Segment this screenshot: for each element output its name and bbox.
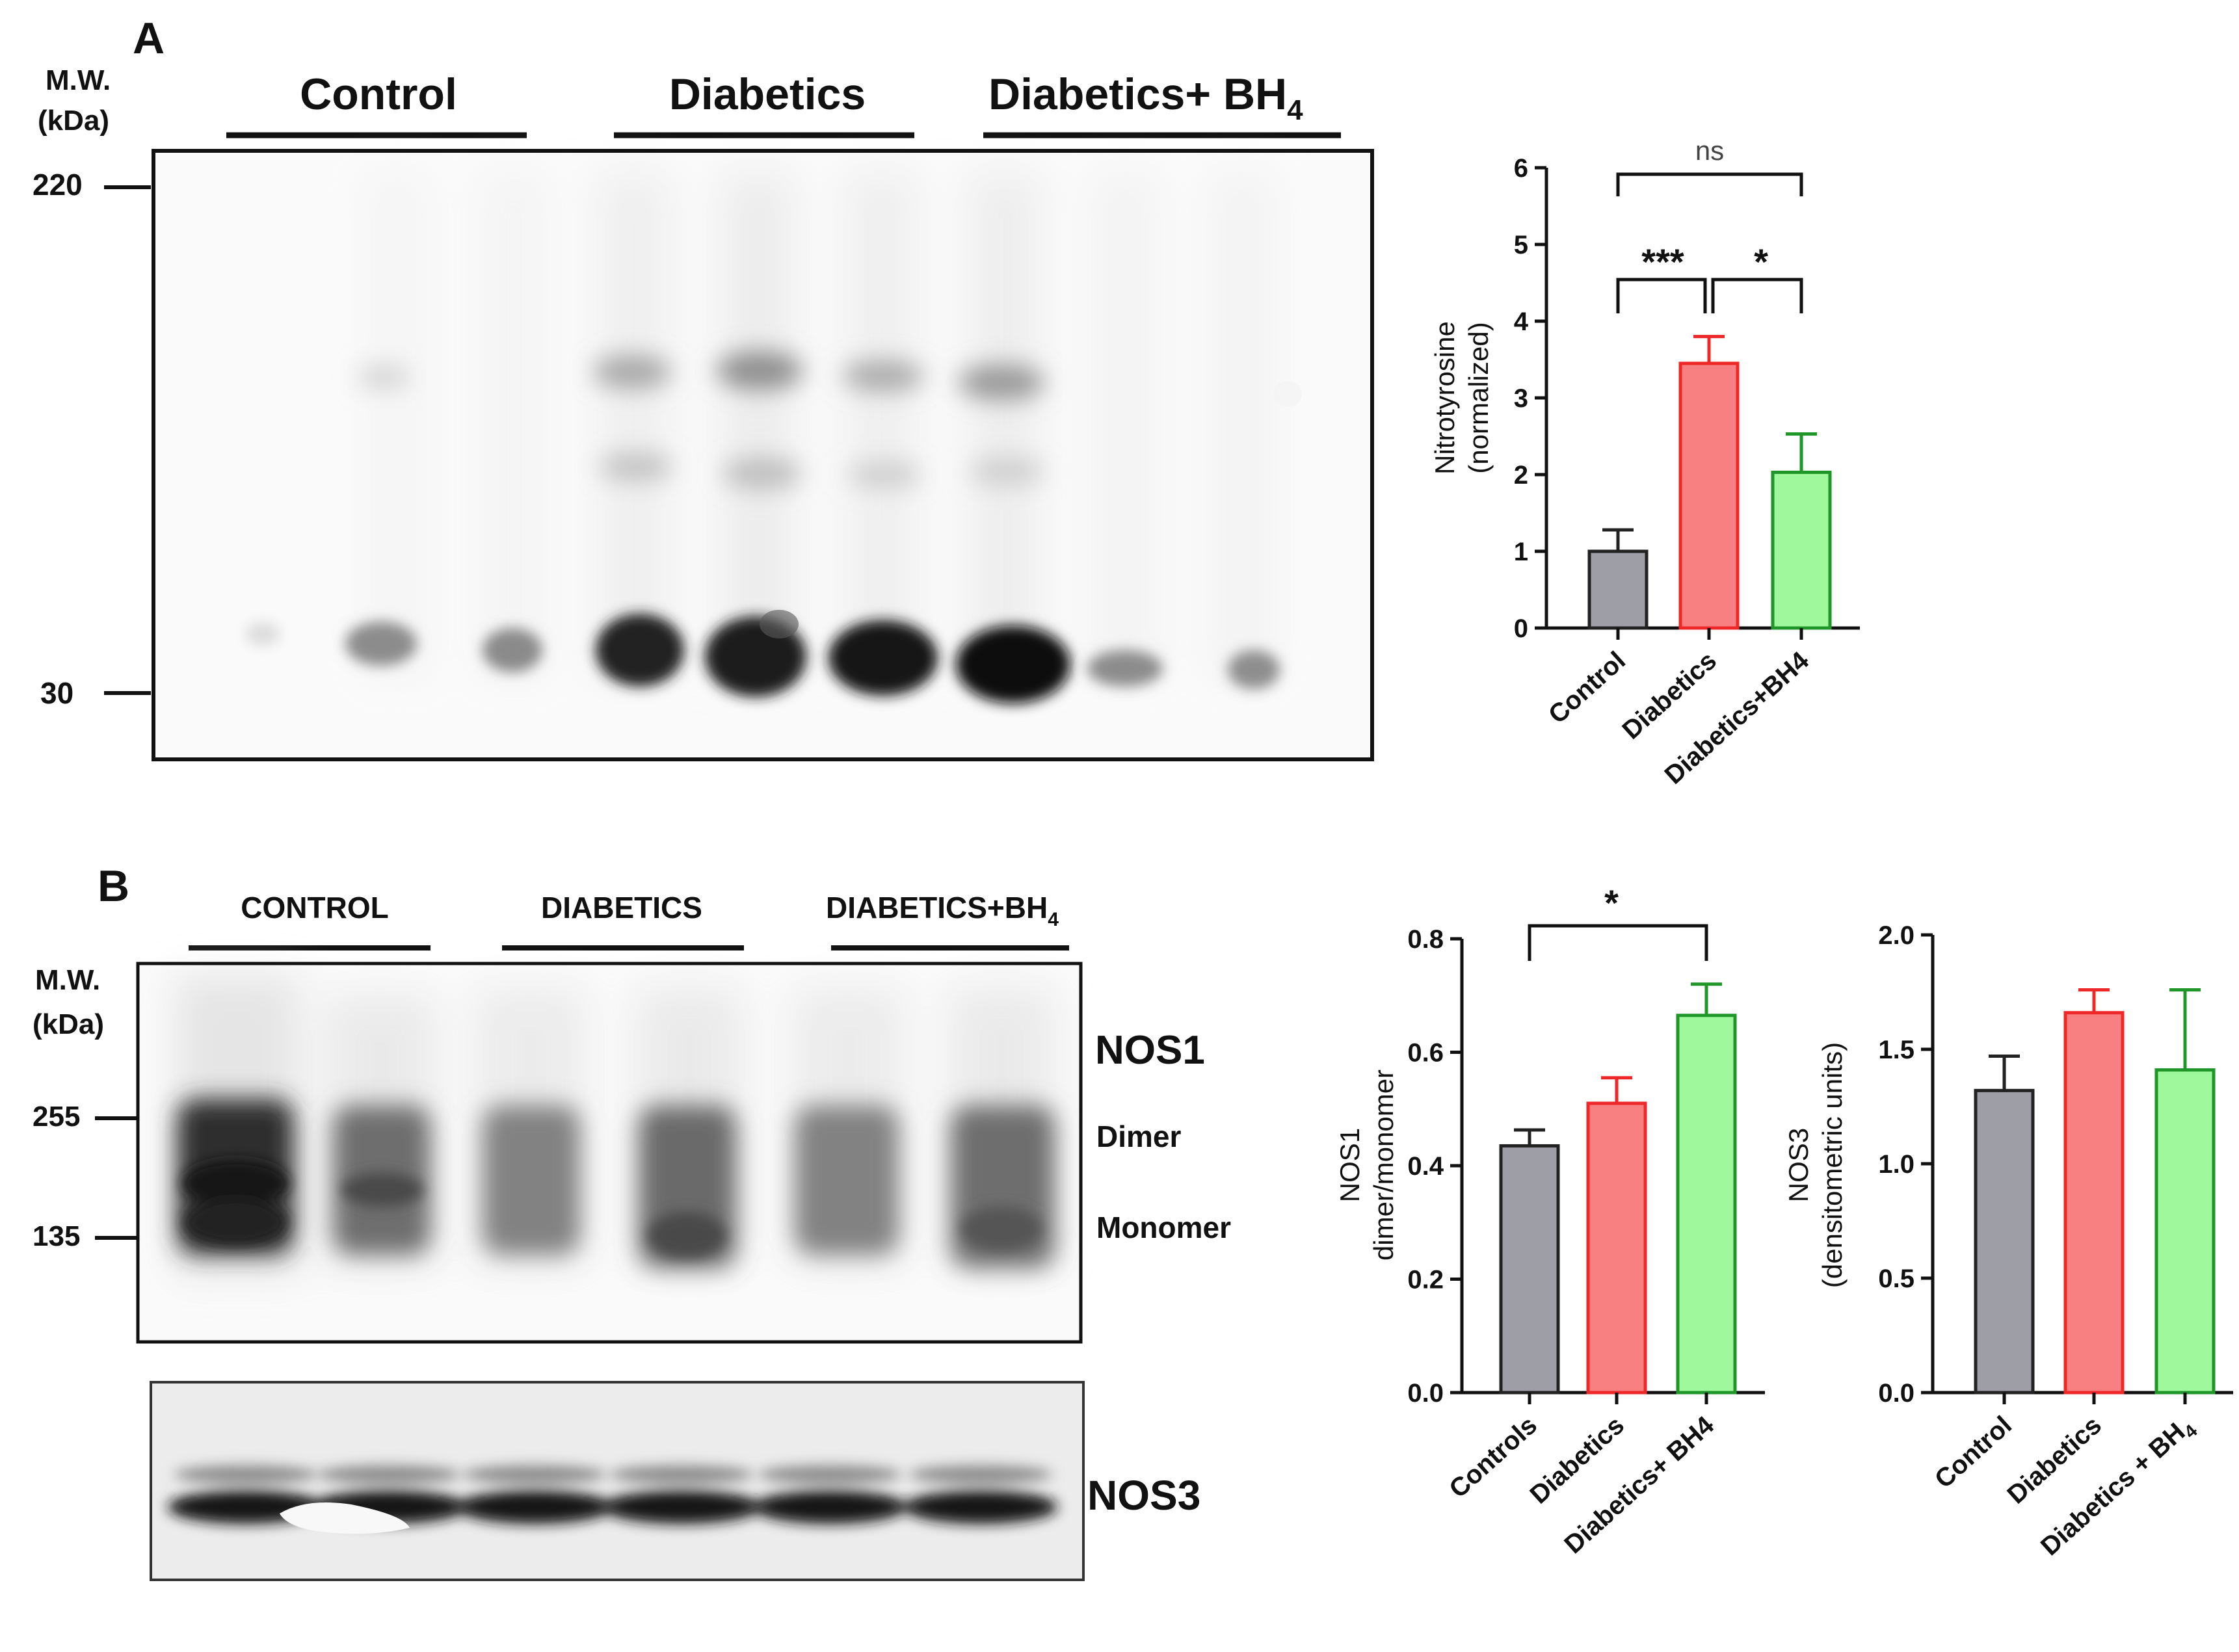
panel-a-group-diabetics: Diabetics xyxy=(669,70,866,119)
panel-a-mw-unit: (kDa) xyxy=(38,105,109,137)
chart-nos3: 0.0 0.5 1.0 1.5 2.0 NOS3 (densitometric units)… xyxy=(1783,921,2233,1565)
panel-a-group-bh4: Diabetics+ BH4 xyxy=(988,70,1303,126)
y-tick-label: 0.5 xyxy=(1878,1265,1914,1293)
y-tick-label: 3 xyxy=(1514,384,1528,413)
bar xyxy=(1586,1101,1647,1395)
bar xyxy=(1974,1088,2035,1395)
y-tick-label: 0.0 xyxy=(1407,1379,1444,1408)
significance-bracket xyxy=(1616,278,1707,313)
panel-b-mw-title: M.W. xyxy=(35,964,100,996)
y-tick-label: 5 xyxy=(1514,231,1528,259)
y-tick-label: 1.5 xyxy=(1878,1036,1914,1064)
significance-bracket xyxy=(1616,172,1803,196)
y-tick-label: 1.0 xyxy=(1878,1150,1914,1179)
panel-b: B CONTROL DIABETICS DIABETICS+BH4 M.W. (… xyxy=(33,861,1231,1581)
significance-label: ns xyxy=(1695,135,1724,166)
y-tick-label: 0.4 xyxy=(1407,1152,1444,1181)
bar xyxy=(2154,1068,2216,1395)
bar xyxy=(1499,1144,1560,1395)
x-tick-label: Control xyxy=(1543,646,1631,729)
bar xyxy=(2063,1011,2125,1395)
y-tick-label: 0.8 xyxy=(1407,925,1444,954)
panel-a-mw-title: M.W. xyxy=(46,64,111,96)
bar xyxy=(1676,1014,1737,1395)
panel-b-nos3-blot xyxy=(150,1381,1085,1581)
panel-b-nos3-label: NOS3 xyxy=(1087,1472,1200,1519)
y-axis-label: NOS3 (densitometric units) xyxy=(1783,1042,1848,1288)
significance-label: * xyxy=(1604,882,1619,923)
significance-label: *** xyxy=(1641,241,1684,282)
panel-b-group-bh4: DIABETICS+BH4 xyxy=(826,891,1059,930)
y-axis-label-line: (densitometric units) xyxy=(1817,1042,1848,1288)
panel-b-marker-255: 255 xyxy=(33,1101,80,1133)
y-tick-label: 0.0 xyxy=(1878,1379,1914,1408)
panel-a-group-control: Control xyxy=(300,70,457,119)
y-axis-label-line: (normalized) xyxy=(1463,322,1494,473)
panel-b-mw-unit: (kDa) xyxy=(33,1008,104,1040)
significance-label: * xyxy=(1754,241,1768,282)
y-tick-label: 2.0 xyxy=(1878,921,1914,950)
panel-b-group-control: CONTROL xyxy=(241,891,388,924)
y-tick-label: 1 xyxy=(1514,538,1528,566)
significance-bracket xyxy=(1528,924,1708,961)
y-tick-label: 0 xyxy=(1514,614,1528,643)
panel-b-nos1-label: NOS1 xyxy=(1095,1028,1205,1073)
y-tick-label: 4 xyxy=(1514,308,1529,336)
y-axis-label-line: Nitrotyrosine xyxy=(1429,321,1460,475)
panel-b-group-diabetics: DIABETICS xyxy=(541,891,702,924)
y-axis-label: NOS1 dimer/monomer xyxy=(1334,1069,1399,1261)
y-tick-label: 0.2 xyxy=(1407,1266,1444,1294)
x-tick-label: Diabetics+ BH4 xyxy=(1559,1410,1719,1559)
bar xyxy=(1587,549,1649,630)
y-axis-label-line: dimer/monomer xyxy=(1368,1069,1399,1261)
panel-a: A M.W. (kDa) Control Diabetics Diabetics… xyxy=(33,14,1374,761)
bar xyxy=(1678,361,1740,630)
panel-a-marker-220: 220 xyxy=(33,168,83,202)
x-tick-label: Diabetics + BH4 xyxy=(2035,1411,2201,1565)
panel-a-marker-30: 30 xyxy=(40,676,73,710)
y-axis-label-line: NOS3 xyxy=(1783,1128,1814,1202)
x-tick-label: Control xyxy=(1929,1411,2017,1494)
y-axis-label: Nitrotyrosine (normalized) xyxy=(1429,321,1494,475)
panel-a-blot xyxy=(152,149,1374,761)
panel-b-letter: B xyxy=(98,861,129,911)
significance-bracket xyxy=(1711,278,1803,313)
panel-b-marker-135: 135 xyxy=(33,1220,80,1252)
y-tick-label: 6 xyxy=(1514,154,1528,183)
panel-b-monomer-label: Monomer xyxy=(1096,1211,1231,1244)
bar xyxy=(1771,470,1832,630)
panel-a-letter: A xyxy=(133,14,165,63)
y-tick-label: 0.6 xyxy=(1407,1039,1444,1068)
y-tick-label: 2 xyxy=(1514,461,1528,490)
panel-b-dimer-label: Dimer xyxy=(1096,1120,1181,1153)
y-axis-label-line: NOS1 xyxy=(1334,1128,1365,1202)
panel-b-nos1-blot xyxy=(136,962,1083,1344)
